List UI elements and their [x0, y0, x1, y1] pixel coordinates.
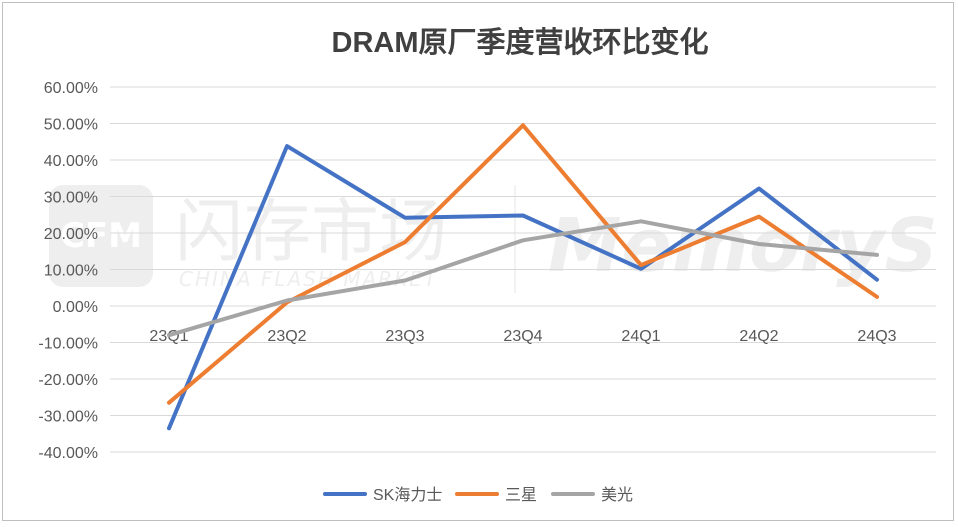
legend-label: 三星 [505, 487, 537, 504]
chart-title: DRAM原厂季度营收环比变化 [332, 25, 709, 59]
y-tick-label: -40.00% [38, 445, 98, 462]
series-line [167, 219, 879, 338]
line-chart: CFM 闪存市场 CHINA FLASH MARKET MemoryS DRAM… [38, 25, 938, 504]
watermark-logo-box [49, 185, 153, 287]
watermark-en-text: CHINA FLASH MARKET [179, 267, 438, 291]
x-tick-label: 23Q4 [503, 328, 542, 345]
y-tick-label: -20.00% [38, 372, 98, 389]
x-tick-label: 24Q1 [621, 328, 660, 345]
y-tick-label: -30.00% [38, 409, 98, 426]
x-tick-label: 23Q2 [267, 328, 306, 345]
y-tick-label: 60.00% [44, 80, 98, 97]
y-tick-label: 20.00% [44, 226, 98, 243]
x-tick-label: 23Q3 [385, 328, 424, 345]
series-lines [167, 123, 879, 431]
x-axis-labels: 23Q1 23Q2 23Q3 23Q4 24Q1 24Q2 24Q3 [149, 328, 896, 345]
y-tick-label: 40.00% [44, 153, 98, 170]
legend-label: SK海力士 [373, 486, 442, 504]
x-tick-label: 24Q2 [739, 328, 778, 345]
y-tick-label: -10.00% [38, 336, 98, 353]
legend: SK海力士 三星 美光 [323, 486, 633, 504]
x-tick-label: 24Q3 [857, 328, 896, 345]
y-tick-label: 10.00% [44, 263, 98, 280]
chart-frame: CFM 闪存市场 CHINA FLASH MARKET MemoryS DRAM… [2, 2, 954, 521]
y-tick-label: 50.00% [44, 117, 98, 134]
watermark-logo-text: CFM [60, 216, 142, 256]
y-tick-label: 0.00% [53, 299, 98, 316]
y-axis-labels: 60.00% 50.00% 40.00% 30.00% 20.00% 10.00% 0.00… [38, 80, 98, 462]
watermark-brand-text: MemoryS [548, 203, 938, 289]
legend-label: 美光 [601, 486, 633, 504]
watermark: CFM 闪存市场 CHINA FLASH MARKET MemoryS [49, 185, 938, 293]
series-line [167, 144, 879, 431]
y-tick-label: 30.00% [44, 190, 98, 207]
